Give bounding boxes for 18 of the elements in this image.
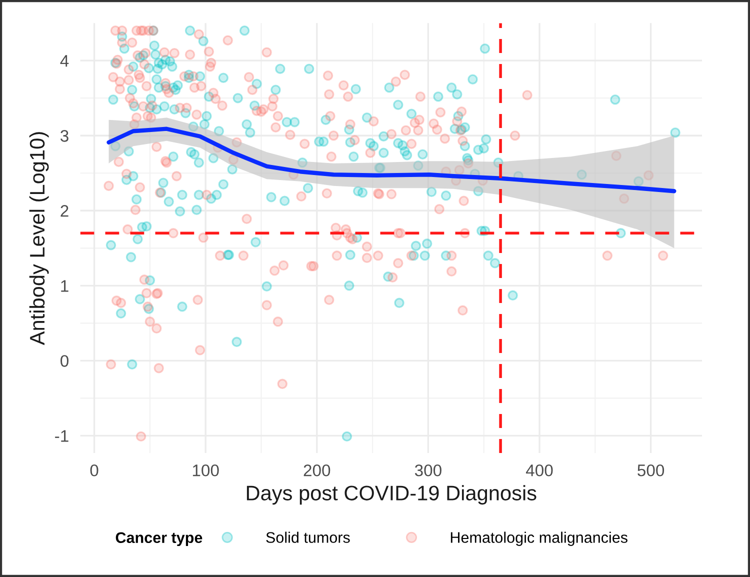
x-tick-label: 0: [90, 464, 98, 476]
y-tick-label: -1: [55, 430, 68, 442]
x-tick-label: 500: [638, 464, 664, 476]
legend-label: Solid tumors: [266, 532, 350, 543]
y-tick-label: 4: [60, 55, 69, 67]
legend-title: Cancer type: [116, 532, 202, 546]
legend-label: Hematologic malignancies: [450, 532, 628, 546]
y-axis-title: Antibody Level (Log10): [29, 132, 49, 346]
x-tick-label: 200: [304, 464, 330, 476]
y-tick-label: 1: [61, 280, 68, 292]
y-tick-label: 3: [60, 130, 68, 142]
line-series: [106, 126, 676, 194]
x-axis-title: Days post COVID-19 Diagnosis: [246, 485, 536, 505]
x-tick-label: 300: [414, 464, 442, 476]
x-tick-label: 100: [192, 464, 219, 476]
y-tick-label: 0: [60, 355, 68, 367]
y-tick-label: 2: [60, 205, 68, 217]
x-tick-label: 400: [526, 464, 553, 476]
